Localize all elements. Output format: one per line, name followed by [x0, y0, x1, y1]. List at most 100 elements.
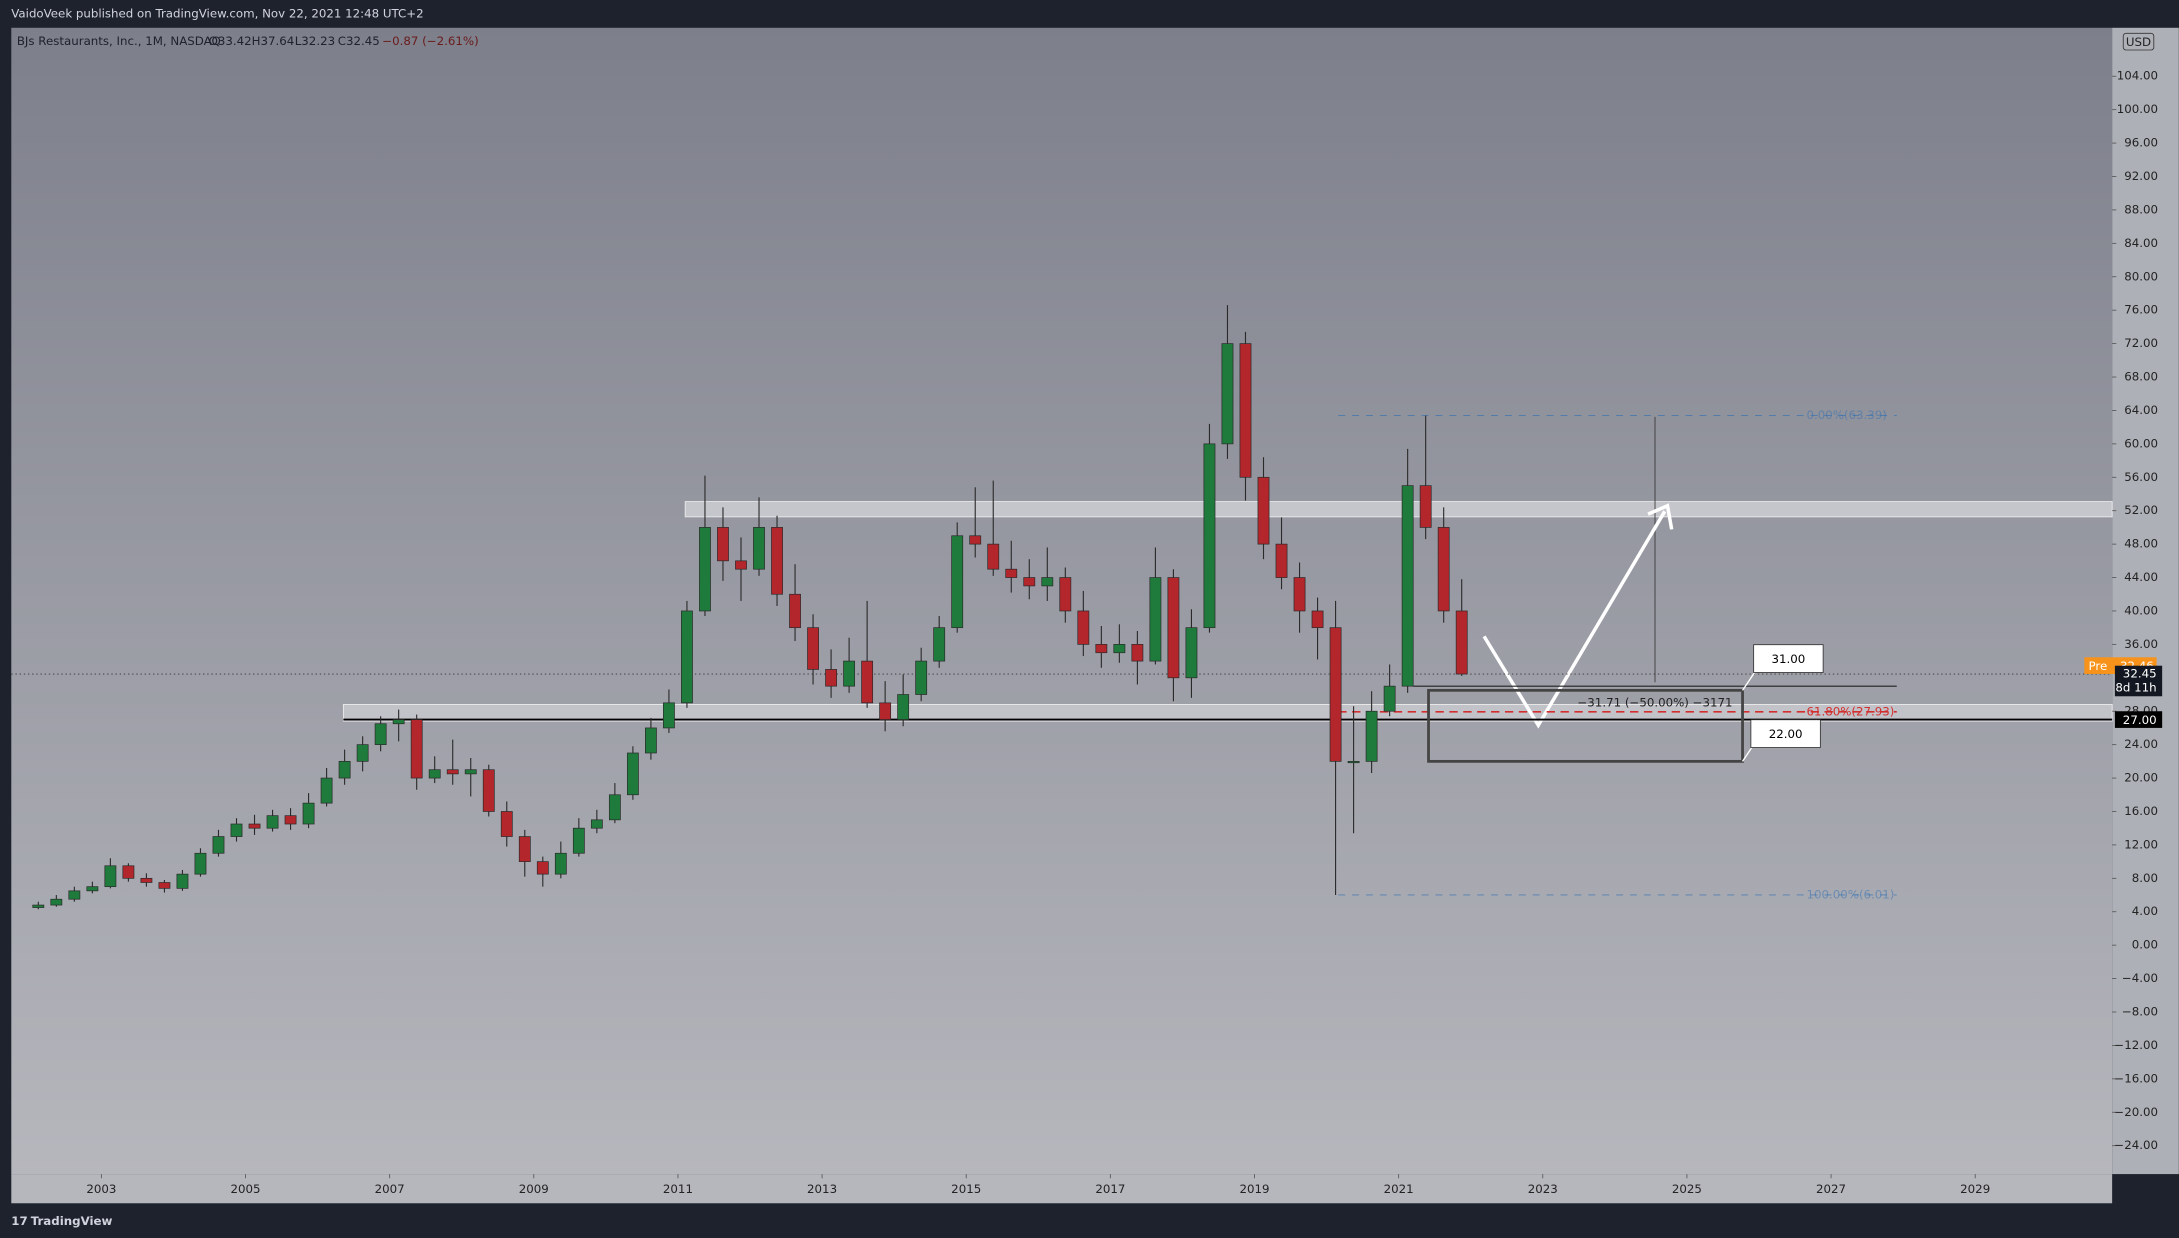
forecast-arrow	[1482, 503, 1674, 729]
y-tick-label: 100.00	[2117, 102, 2158, 116]
y-tick-label: 68.00	[2124, 370, 2158, 384]
candle-body	[32, 904, 45, 908]
level-box	[2114, 711, 2163, 728]
y-tick-label: 92.00	[2124, 169, 2158, 183]
y-tick-label: 64.00	[2124, 403, 2158, 417]
candle-body	[1455, 610, 1468, 675]
y-tick-label: 24.00	[2124, 737, 2158, 751]
level-label: 27.00	[2123, 713, 2157, 727]
target-label: 31.00	[1772, 652, 1806, 666]
candle-body	[753, 527, 765, 570]
candle-body	[320, 777, 333, 804]
time-axis	[11, 1174, 2113, 1204]
candle-body	[807, 627, 819, 670]
candle-body	[104, 865, 117, 888]
candle-body	[1005, 568, 1018, 578]
y-tick-label: 36.00	[2124, 637, 2158, 651]
ohlc-value: L32.23	[295, 34, 335, 48]
candle-body	[410, 719, 423, 779]
candle-body	[68, 890, 81, 900]
y-tick-label: 44.00	[2124, 570, 2158, 584]
candle-body	[735, 560, 747, 570]
candle-body	[356, 744, 369, 762]
last-box	[2114, 665, 2163, 697]
x-tick-label: 2009	[519, 1182, 549, 1196]
y-tick-label: 20.00	[2124, 771, 2158, 785]
y-tick-label: 56.00	[2124, 470, 2158, 484]
candle-body	[500, 811, 513, 837]
candle-body	[843, 660, 856, 687]
candle-body	[482, 769, 495, 812]
candle-body	[554, 852, 567, 875]
candle-body	[230, 823, 243, 837]
x-tick-label: 2029	[1960, 1182, 1990, 1196]
currency: USD	[2126, 35, 2151, 49]
fib-label: 0.00%(63.39)	[1806, 408, 1886, 422]
y-tick-label: 0.00	[2132, 938, 2158, 952]
fib-label: 61.80%(27.93)	[1806, 704, 1894, 718]
y-tick-label: −20.00	[2114, 1105, 2158, 1119]
candle-body	[771, 527, 783, 595]
x-tick-label: 2007	[375, 1182, 405, 1196]
candle-body	[158, 882, 171, 889]
candle-body	[266, 815, 279, 829]
candle-body	[1329, 627, 1342, 762]
candle-body	[518, 836, 531, 862]
x-tick-label: 2017	[1095, 1182, 1125, 1196]
x-tick-label: 2019	[1239, 1182, 1269, 1196]
candle-body	[1167, 577, 1180, 679]
candle-body	[1185, 627, 1198, 679]
candle-body	[951, 535, 964, 629]
target-box	[1427, 688, 1744, 763]
candle-body	[194, 852, 207, 875]
candle-body	[1347, 761, 1360, 764]
logo: 17	[11, 1214, 27, 1228]
candle-body	[1401, 485, 1414, 687]
candle-body	[464, 769, 477, 775]
candle-body	[1383, 685, 1396, 712]
y-tick-label: −16.00	[2114, 1071, 2158, 1085]
ohlc-value: −0.87 (−2.61%)	[382, 34, 478, 48]
ohlc-value: O33.42	[209, 34, 252, 48]
y-tick-label: 104.00	[2117, 69, 2158, 83]
candle-body	[1095, 644, 1108, 654]
candle-body	[1239, 343, 1252, 478]
candle-body	[897, 694, 910, 720]
candle-body	[140, 877, 153, 883]
candle-body	[248, 823, 261, 829]
x-tick-label: 2025	[1672, 1182, 1702, 1196]
candle-body	[1203, 443, 1216, 629]
target-label-box	[1750, 719, 1821, 748]
y-tick-label: 4.00	[2132, 904, 2158, 918]
y-tick-label: 52.00	[2124, 503, 2158, 517]
candle-body	[1437, 527, 1450, 612]
y-tick-label: −24.00	[2114, 1138, 2158, 1152]
target-label-box	[1753, 644, 1824, 673]
candle-body	[626, 752, 639, 796]
countdown: 8d 11h	[2115, 680, 2156, 694]
candle-body	[1419, 485, 1432, 528]
y-tick-label: 60.00	[2124, 436, 2158, 450]
x-tick-label: 2027	[1816, 1182, 1846, 1196]
y-tick-label: 8.00	[2132, 871, 2158, 885]
candle-body	[1131, 644, 1144, 662]
y-tick-label: −4.00	[2122, 971, 2158, 985]
footer: TradingView	[31, 1214, 113, 1228]
candle-body	[915, 660, 928, 695]
x-tick-label: 2015	[951, 1182, 981, 1196]
header: VaidoVeek published on TradingView.com, …	[11, 6, 423, 20]
candle-body	[1059, 577, 1072, 612]
candle-body	[590, 819, 603, 829]
candle-body	[717, 527, 729, 562]
candle-body	[536, 861, 549, 875]
candle-body	[1257, 476, 1270, 545]
candle-body	[608, 794, 621, 821]
pre-tag: Pre	[2089, 659, 2108, 673]
price-axis	[2112, 27, 2179, 1175]
measure-label: −31.71 (−50.00%) −3171	[1577, 696, 1732, 710]
support-zone	[342, 704, 2113, 722]
y-tick-label: 88.00	[2124, 202, 2158, 216]
y-tick-label: 84.00	[2124, 236, 2158, 250]
